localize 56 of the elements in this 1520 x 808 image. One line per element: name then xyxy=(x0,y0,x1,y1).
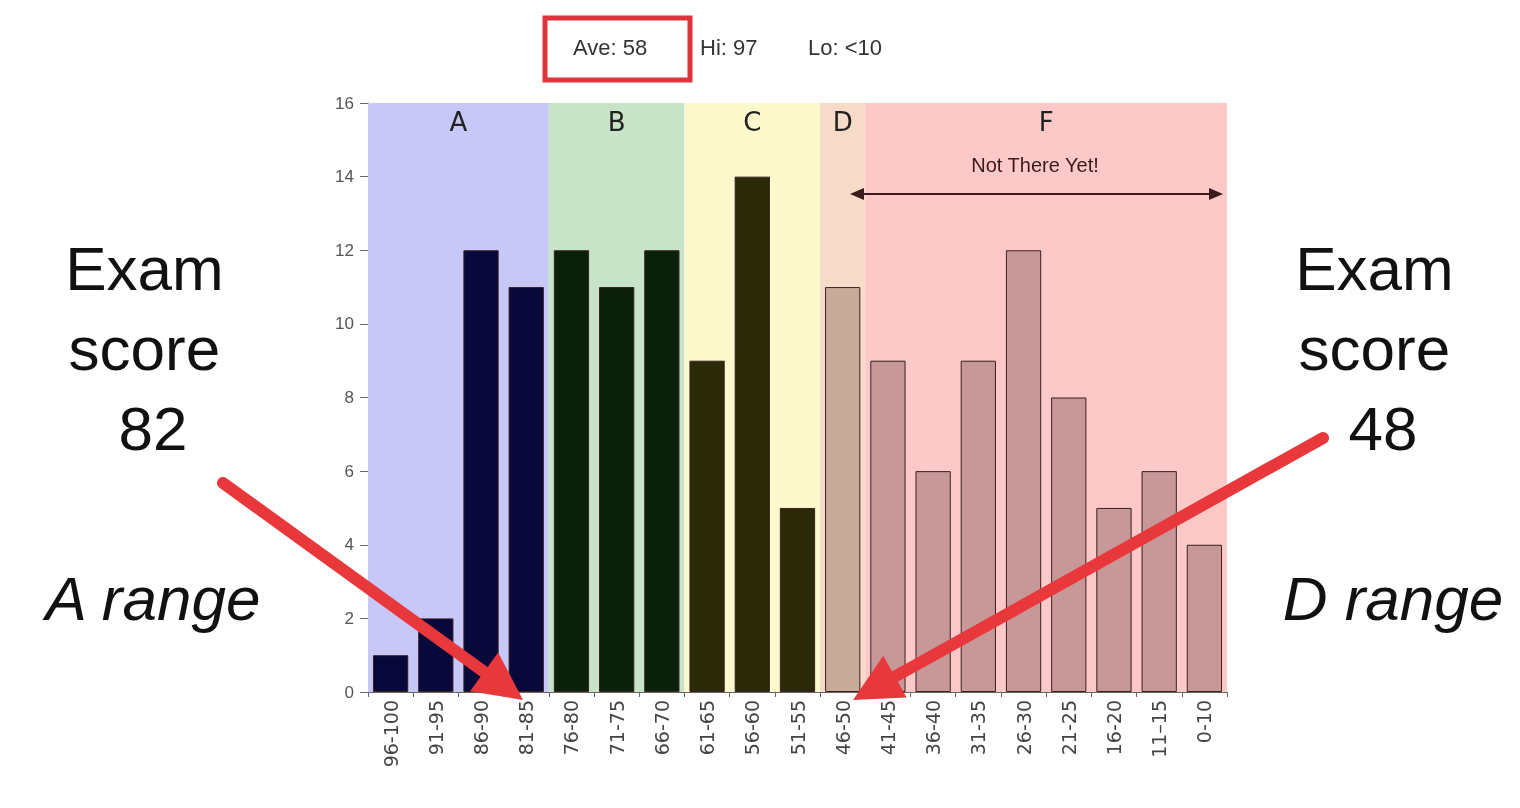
bar xyxy=(508,287,544,692)
text: Exam score 82 xyxy=(65,233,241,463)
y-tick-label: 2 xyxy=(344,608,354,628)
band-label: B xyxy=(607,107,626,137)
band-label: A xyxy=(449,107,468,137)
x-tick-label: 66-70 xyxy=(650,700,673,756)
x-tick-label: 71-75 xyxy=(605,700,628,756)
y-tick-label: 12 xyxy=(335,240,354,260)
band-label: C xyxy=(743,107,762,137)
bar xyxy=(689,360,725,692)
band-label: D xyxy=(832,107,853,137)
y-tick-label: 4 xyxy=(344,535,354,555)
text: Lo: <10 xyxy=(808,34,883,60)
x-tick-label: 96-100 xyxy=(379,700,402,768)
x-tick-label: 51-55 xyxy=(786,700,809,756)
x-tick-label: 61-65 xyxy=(696,700,719,756)
bar xyxy=(372,655,409,692)
x-tick-label: 11–15 xyxy=(1148,700,1171,758)
text: D range xyxy=(1282,563,1504,633)
bar xyxy=(1005,250,1042,692)
x-tick-label: 46-50 xyxy=(831,700,854,756)
x-tick-label: 16-20 xyxy=(1102,700,1125,756)
band-label: F xyxy=(1038,107,1054,137)
bar xyxy=(1096,507,1132,692)
y-tick-label: 6 xyxy=(344,461,354,481)
bar xyxy=(599,287,635,692)
x-tick-label: 31-35 xyxy=(967,700,990,756)
y-tick-label: 16 xyxy=(335,93,354,113)
x-tick-label: 41-45 xyxy=(876,700,899,756)
x-tick-label: 0-10 xyxy=(1193,700,1216,744)
y-tick-label: 10 xyxy=(335,314,354,334)
x-tick-label: 21-25 xyxy=(1057,700,1080,756)
text: A range xyxy=(41,563,261,633)
x-tick-label: 76-80 xyxy=(560,700,583,756)
text: Hi: 97 xyxy=(700,34,758,60)
x-tick-label: 36-40 xyxy=(922,700,945,756)
y-tick-label: 14 xyxy=(335,167,354,187)
x-tick-label: 91-95 xyxy=(424,700,447,756)
y-tick-label: 0 xyxy=(344,682,354,702)
annotation: Not There Yet! xyxy=(971,154,1099,176)
bar xyxy=(915,471,951,692)
bar xyxy=(779,507,816,692)
x-tick-label: 26-30 xyxy=(1012,700,1035,756)
bar xyxy=(553,250,590,692)
bar xyxy=(1051,397,1087,692)
y-tick-label: 8 xyxy=(344,388,354,407)
text: Exam score 48 xyxy=(1295,233,1471,463)
bar xyxy=(734,176,770,692)
bar xyxy=(960,360,996,692)
x-tick-label: 81-85 xyxy=(515,700,538,756)
text: Ave: 58 xyxy=(573,34,648,60)
x-tick-label: 86-90 xyxy=(470,700,493,756)
bar xyxy=(1186,544,1223,692)
bar xyxy=(1141,471,1177,692)
x-tick-label: 56-60 xyxy=(741,700,764,756)
bar xyxy=(644,250,680,692)
